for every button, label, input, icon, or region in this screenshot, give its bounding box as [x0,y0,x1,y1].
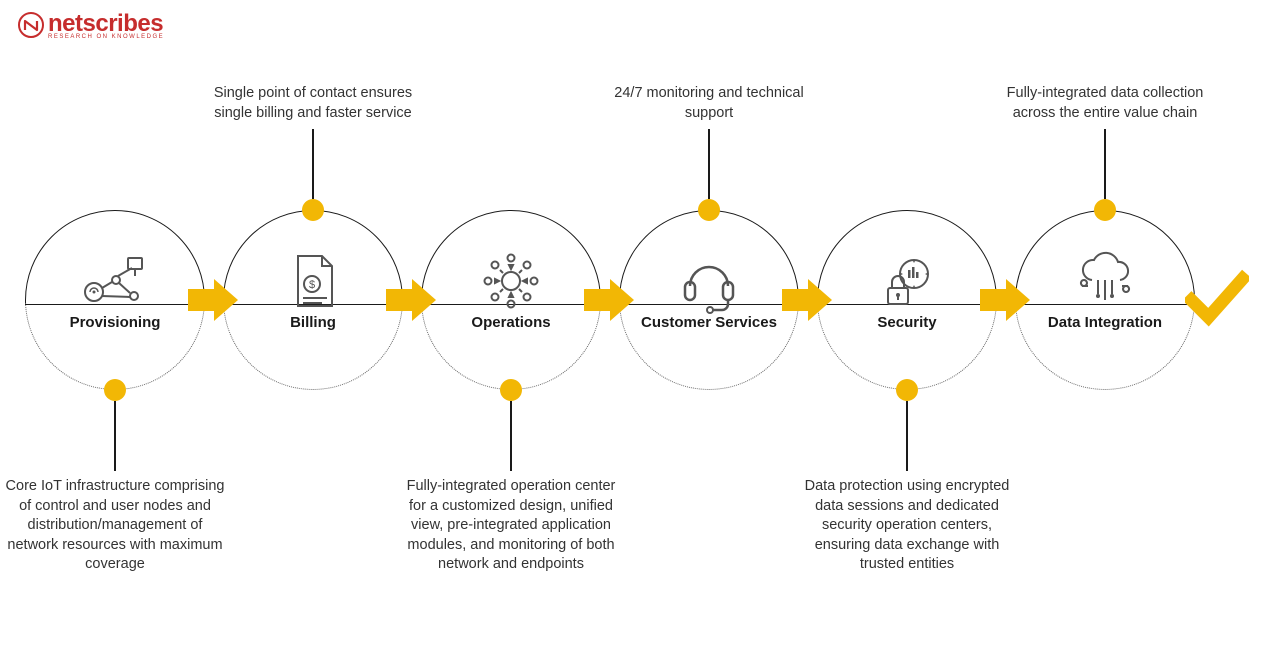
flow-arrow-icon [386,279,436,321]
node-customer-services: Customer Services [619,210,799,390]
invoice-icon [278,246,348,316]
connector-line [114,401,116,471]
flow-arrow-icon [188,279,238,321]
node-label-customer-services: Customer Services [619,314,799,331]
connector-line [510,401,512,471]
headset-icon [674,246,744,316]
connector-dot [500,379,522,401]
node-billing: Billing [223,210,403,390]
desc-data-integration: Fully-integrated data collection across … [995,84,1215,123]
connector-dot [1094,199,1116,221]
node-operations: Operations [421,210,601,390]
gear-ring-icon [476,246,546,316]
node-label-operations: Operations [421,314,601,331]
connector-dot [104,379,126,401]
network-icon [80,246,150,316]
node-label-security: Security [817,314,997,331]
node-label-provisioning: Provisioning [25,314,205,331]
desc-provisioning: Core IoT infrastructure comprising of co… [5,477,225,575]
connector-line [906,401,908,471]
shield-gear-icon [872,246,942,316]
node-label-data-integration: Data Integration [1015,314,1195,331]
desc-customer-services: 24/7 monitoring and technical support [599,84,819,123]
node-provisioning: Provisioning [25,210,205,390]
flow-arrow-icon [980,279,1030,321]
logo-tagline: RESEARCH ON KNOWLEDGE [48,34,164,40]
desc-security: Data protection using encrypted data ses… [797,477,1017,575]
checkmark-icon [1185,266,1245,326]
desc-operations: Fully-integrated operation center for a … [401,477,621,575]
connector-dot [896,379,918,401]
flow-arrow-icon [782,279,832,321]
node-data-integration: Data Integration [1015,210,1195,390]
desc-billing: Single point of contact ensures single b… [203,84,423,123]
node-security: Security [817,210,997,390]
flow-arrow-icon [584,279,634,321]
connector-dot [698,199,720,221]
logo: netscribes RESEARCH ON KNOWLEDGE [18,10,164,40]
node-label-billing: Billing [223,314,403,331]
connector-line [312,129,314,199]
connector-dot [302,199,324,221]
logo-mark-icon [18,12,44,38]
connector-line [1104,129,1106,199]
connector-line [708,129,710,199]
cloud-data-icon [1070,246,1140,316]
